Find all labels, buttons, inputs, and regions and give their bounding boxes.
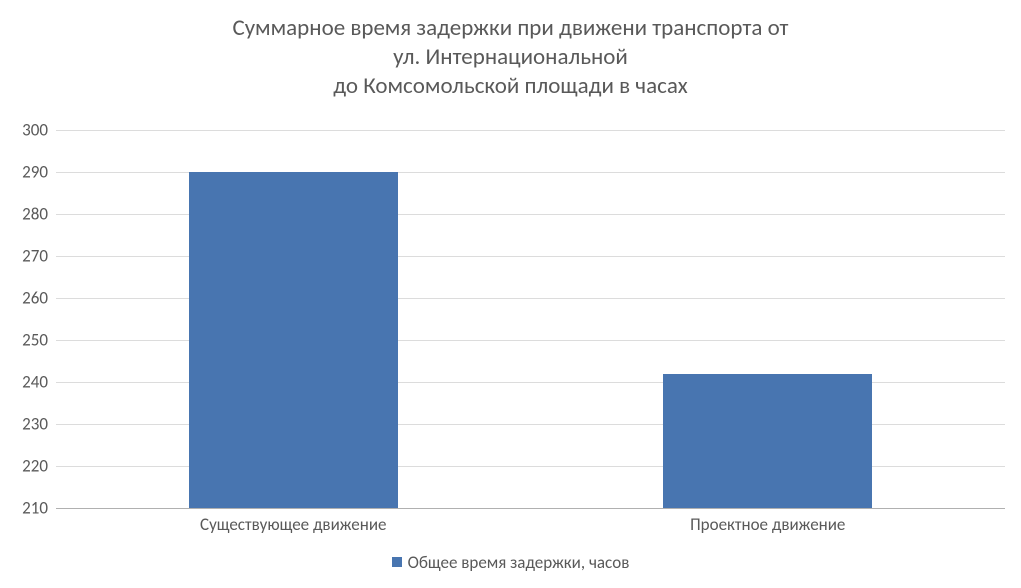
chart-title-line: ул. Интернациональной: [0, 43, 1021, 72]
legend-label: Общее время задержки, часов: [408, 552, 630, 573]
y-tick-label: 270: [22, 246, 48, 267]
bar: [189, 172, 398, 508]
x-tick-label: Проектное движение: [690, 514, 845, 535]
x-tick-label: Существующее движение: [200, 514, 386, 535]
y-tick-label: 210: [22, 498, 48, 519]
legend-swatch: [392, 557, 402, 567]
bar: [663, 374, 872, 508]
chart-title-line: до Комсомольской площади в часах: [0, 72, 1021, 101]
y-tick-label: 280: [22, 204, 48, 225]
y-tick-label: 230: [22, 414, 48, 435]
plot-area: 210220230240250260270280290300Существующ…: [56, 130, 1005, 508]
delay-bar-chart: Суммарное время задержки при движени тра…: [0, 0, 1021, 588]
y-tick-label: 250: [22, 330, 48, 351]
gridline: [56, 508, 1005, 509]
y-tick-label: 290: [22, 162, 48, 183]
legend: Общее время задержки, часов: [0, 552, 1021, 573]
chart-title: Суммарное время задержки при движени тра…: [0, 0, 1021, 100]
y-tick-label: 240: [22, 372, 48, 393]
y-tick-label: 300: [22, 120, 48, 141]
chart-title-line: Суммарное время задержки при движени тра…: [0, 14, 1021, 43]
y-tick-label: 260: [22, 288, 48, 309]
y-tick-label: 220: [22, 456, 48, 477]
gridline: [56, 130, 1005, 131]
